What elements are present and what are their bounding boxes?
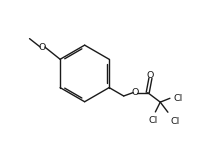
Text: Cl: Cl xyxy=(173,94,183,103)
Text: Cl: Cl xyxy=(149,116,158,125)
Text: O: O xyxy=(39,43,46,52)
Text: O: O xyxy=(147,71,154,80)
Text: O: O xyxy=(131,88,139,97)
Text: Cl: Cl xyxy=(170,117,179,125)
